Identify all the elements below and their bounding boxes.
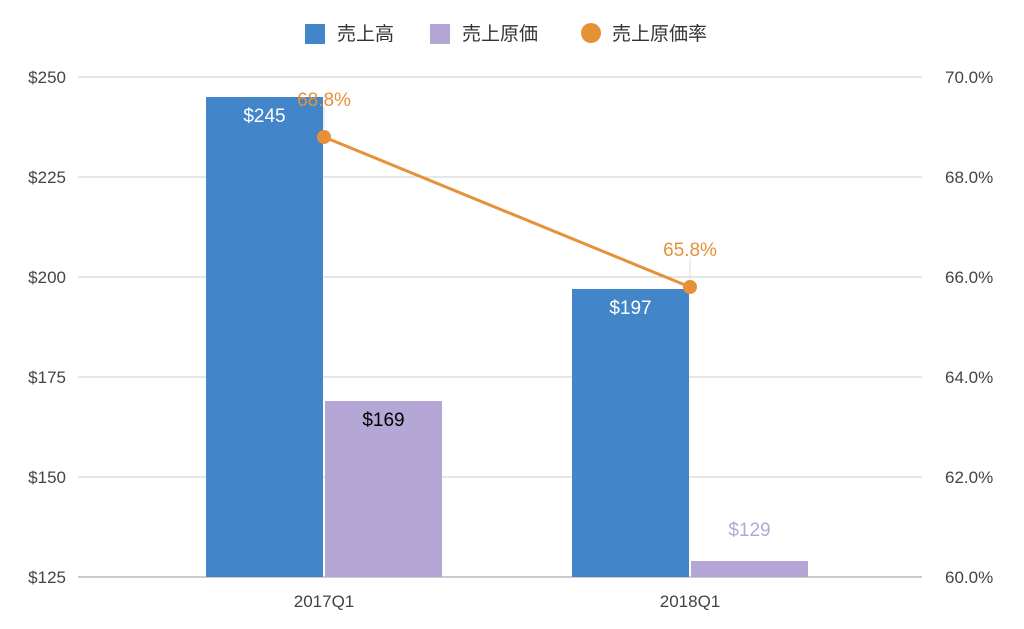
ratio-data-label: 65.8% (663, 240, 717, 261)
legend[interactable]: 売上高 売上原価 売上原価率 (305, 23, 707, 45)
y-right-tick-label: 70.0% (945, 68, 993, 87)
y-left-tick-label: $150 (28, 468, 66, 487)
axes: $125 $150 $175 $200 $225 $250 60.0% 62.0% 64.0% 6… (28, 68, 993, 611)
y-left-tick-label: $125 (28, 568, 66, 587)
legend-item-2[interactable]: 売上原価 (430, 23, 538, 45)
ratio-point (683, 280, 697, 294)
y-right-tick-label: 60.0% (945, 568, 993, 587)
y-left-tick-label: $200 (28, 268, 66, 287)
bar-sales-2017Q1 (206, 97, 323, 577)
data-labels: $245 $169 $197 $129 68.8% 65.8% (243, 90, 770, 541)
legend-marker-square (305, 24, 325, 44)
gridlines (78, 76, 922, 578)
y-left-tick-label: $250 (28, 68, 66, 87)
legend-label: 売上原価率 (612, 23, 707, 45)
bar-cost-2018Q1 (691, 561, 808, 577)
ratio-line (317, 107, 697, 294)
legend-label: 売上高 (337, 23, 394, 45)
bar-data-label: $197 (609, 298, 651, 319)
bar-sales-2018Q1 (572, 289, 689, 577)
x-tick-label: 2017Q1 (294, 592, 355, 611)
bar-cost-2017Q1 (325, 401, 442, 577)
ratio-point (317, 130, 331, 144)
legend-item-3[interactable]: 売上原価率 (581, 23, 707, 45)
ratio-line-path (323, 135, 691, 289)
y-left-tick-label: $225 (28, 168, 66, 187)
bars (206, 97, 808, 577)
legend-item-1[interactable]: 売上高 (305, 23, 394, 45)
y-right-tick-label: 64.0% (945, 368, 993, 387)
y-right-tick-label: 62.0% (945, 468, 993, 487)
x-tick-label: 2018Q1 (660, 592, 721, 611)
y-right-tick-label: 68.0% (945, 168, 993, 187)
ratio-data-label: 68.8% (297, 90, 351, 111)
legend-marker-circle (581, 23, 601, 43)
legend-marker-square (430, 24, 450, 44)
y-left-tick-label: $175 (28, 368, 66, 387)
bar-data-label: $169 (362, 410, 404, 431)
y-right-tick-label: 66.0% (945, 268, 993, 287)
bar-data-label: $245 (243, 106, 285, 127)
legend-label: 売上原価 (462, 23, 538, 45)
bar-data-label: $129 (728, 520, 770, 541)
